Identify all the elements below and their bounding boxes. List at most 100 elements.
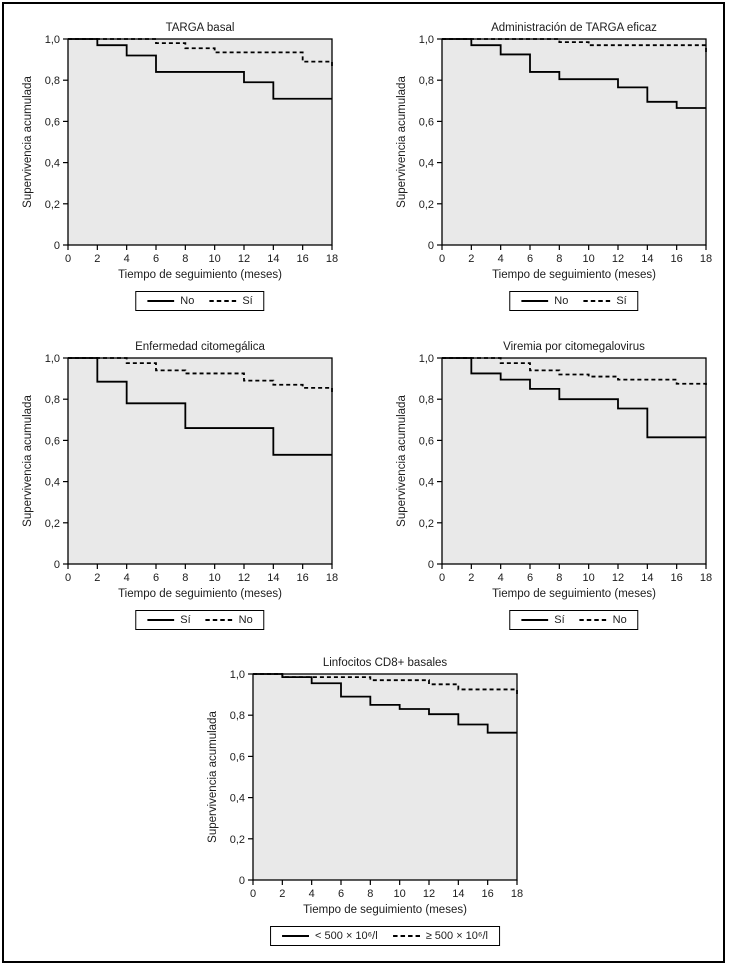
legend-line-sample-dashed — [579, 619, 607, 621]
x-tick-label: 16 — [482, 888, 494, 900]
y-axis-label: Supervivencia acumulada — [22, 395, 34, 527]
series-line-dashed — [442, 38, 707, 55]
y-tick-label: 0,6 — [45, 435, 60, 447]
chart-title: Enfermedad citomegálica — [135, 341, 265, 353]
y-tick-label: 0,2 — [419, 199, 434, 211]
legend-line-sample-dashed — [209, 300, 237, 302]
x-tick-label: 18 — [326, 572, 338, 584]
legend-line-sample-solid — [147, 300, 175, 302]
x-tick-label: 0 — [439, 253, 445, 265]
x-tick-label: 2 — [468, 572, 474, 584]
legend-label: Sí — [242, 295, 253, 307]
y-tick-label: 0,2 — [45, 199, 60, 211]
x-tick-label: 14 — [267, 253, 279, 265]
series-line-solid — [68, 38, 332, 100]
legend: No Sí — [135, 291, 265, 311]
chart-title: Viremia por citomegalovirus — [503, 341, 645, 353]
x-tick-label: 2 — [279, 888, 285, 900]
x-tick-label: 18 — [511, 888, 523, 900]
y-tick-label: 0 — [239, 875, 245, 887]
legend-line-sample-dashed — [205, 619, 233, 621]
x-tick-label: 10 — [394, 888, 406, 900]
plot-area — [252, 673, 518, 881]
y-tick-label: 0,2 — [230, 834, 245, 846]
x-tick-label: 14 — [641, 253, 653, 265]
x-tick-label: 14 — [641, 572, 653, 584]
legend: < 500 × 10⁶/l ≥ 500 × 10⁶/l — [270, 926, 500, 946]
x-tick-label: 14 — [452, 888, 464, 900]
y-tick-label: 0,6 — [230, 751, 245, 763]
x-tick-label: 12 — [612, 253, 624, 265]
plot-area — [67, 38, 333, 246]
x-tick-label: 12 — [423, 888, 435, 900]
y-tick-label: 1,0 — [45, 34, 60, 46]
x-tick-label: 16 — [297, 253, 309, 265]
legend: Sí No — [135, 610, 265, 630]
y-tick-label: 0,8 — [45, 394, 60, 406]
chart-linfocitos-cd8-basales: Linfocitos CD8+ basales Supervivencia acu… — [203, 648, 553, 963]
y-tick-label: 0,8 — [45, 75, 60, 87]
chart-title: Linfocitos CD8+ basales — [323, 657, 448, 669]
y-tick-label: 0,8 — [419, 75, 434, 87]
legend-item: No — [205, 614, 253, 626]
y-tick-label: 0,6 — [419, 435, 434, 447]
legend: No Sí — [509, 291, 639, 311]
y-tick-label: 0,4 — [419, 477, 434, 489]
x-tick-label: 2 — [468, 253, 474, 265]
x-tick-label: 4 — [498, 253, 504, 265]
x-tick-label: 10 — [209, 253, 221, 265]
x-tick-label: 12 — [612, 572, 624, 584]
y-tick-label: 0,6 — [419, 116, 434, 128]
legend-item: No — [147, 295, 194, 307]
x-tick-label: 6 — [338, 888, 344, 900]
x-tick-label: 12 — [238, 253, 250, 265]
x-tick-label: 6 — [153, 572, 159, 584]
chart-targa-basal: TARGA basal Supervivencia acumulada 0 0,2 0,… — [18, 13, 368, 328]
y-axis-label: Supervivencia acumulada — [396, 395, 408, 527]
y-tick-label: 1,0 — [230, 669, 245, 681]
y-tick-label: 0,2 — [45, 518, 60, 530]
legend-label: Sí — [180, 614, 191, 626]
y-tick-label: 0 — [54, 240, 60, 252]
x-tick-label: 8 — [367, 888, 373, 900]
y-axis-label: Supervivencia acumulada — [22, 76, 34, 208]
x-tick-label: 14 — [267, 572, 279, 584]
x-tick-label: 16 — [671, 253, 683, 265]
x-axis-label: Tiempo de seguimiento (meses) — [118, 588, 282, 600]
legend-label: No — [612, 614, 627, 626]
series-line-dashed — [68, 38, 333, 68]
plot-area — [441, 38, 707, 246]
x-tick-label: 6 — [153, 253, 159, 265]
legend-label: Sí — [554, 614, 565, 626]
legend-label: No — [238, 614, 253, 626]
legend: Sí No — [509, 610, 639, 630]
x-tick-label: 4 — [124, 572, 130, 584]
chart-title: TARGA basal — [166, 22, 235, 34]
x-tick-label: 4 — [498, 572, 504, 584]
x-tick-label: 18 — [326, 253, 338, 265]
legend-item: ≥ 500 × 10⁶/l — [392, 930, 488, 942]
plot-area — [67, 357, 333, 565]
legend-item: Sí — [209, 295, 253, 307]
legend-line-sample-solid — [521, 300, 549, 302]
plot-area — [441, 357, 707, 565]
x-axis-label: Tiempo de seguimiento (meses) — [492, 269, 656, 281]
x-tick-label: 8 — [182, 572, 188, 584]
chart-administraci-n-de-targa-eficaz: Administración de TARGA eficaz Superviven… — [392, 13, 730, 328]
chart-canvas: TARGA basal Supervivencia acumulada 0 0,2 0,… — [22, 22, 338, 281]
x-tick-label: 8 — [556, 572, 562, 584]
legend-item: Sí — [147, 614, 191, 626]
legend-item: Sí — [521, 614, 565, 626]
x-axis-label: Tiempo de seguimiento (meses) — [303, 904, 467, 916]
y-tick-label: 1,0 — [45, 353, 60, 365]
x-tick-label: 12 — [238, 572, 250, 584]
series-line-solid — [442, 38, 706, 109]
x-tick-label: 6 — [527, 253, 533, 265]
legend-label: Sí — [616, 295, 627, 307]
x-tick-label: 16 — [671, 572, 683, 584]
y-tick-label: 0,4 — [419, 158, 434, 170]
legend-label: < 500 × 10⁶/l — [315, 930, 378, 942]
legend-item: No — [579, 614, 627, 626]
series-line-dashed — [253, 673, 518, 697]
